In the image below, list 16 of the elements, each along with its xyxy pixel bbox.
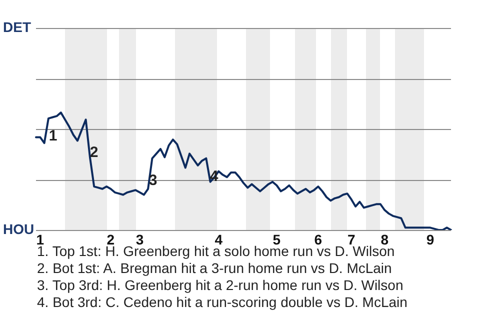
x-tick-label: 3 <box>136 231 144 248</box>
x-tick-label: 8 <box>380 231 389 248</box>
text: 3. Top 3rd: H. Greenberg hit a 2-run home run vs D. Wilson <box>37 277 404 294</box>
x-tick-label: 6 <box>314 231 322 248</box>
text: 4. Bot 3rd: C. Cedeno hit a run-scoring double vs D. McLain <box>37 294 408 311</box>
x-tick-label: 9 <box>426 231 434 248</box>
text: 2. Bot 1st: A. Bregman hit a 3-run home run vs D. McLain <box>37 260 393 277</box>
x-tick-label: 2 <box>106 231 115 248</box>
text: HOU <box>3 221 34 237</box>
text: DET <box>3 19 31 35</box>
x-tick-label: 5 <box>272 231 281 248</box>
x-tick-label: 7 <box>348 231 356 248</box>
annotation: 1 <box>48 128 58 145</box>
x-tick-label: 4 <box>214 231 223 248</box>
x-tick-label: 1 <box>36 231 44 248</box>
annotation: 2 <box>90 144 98 161</box>
